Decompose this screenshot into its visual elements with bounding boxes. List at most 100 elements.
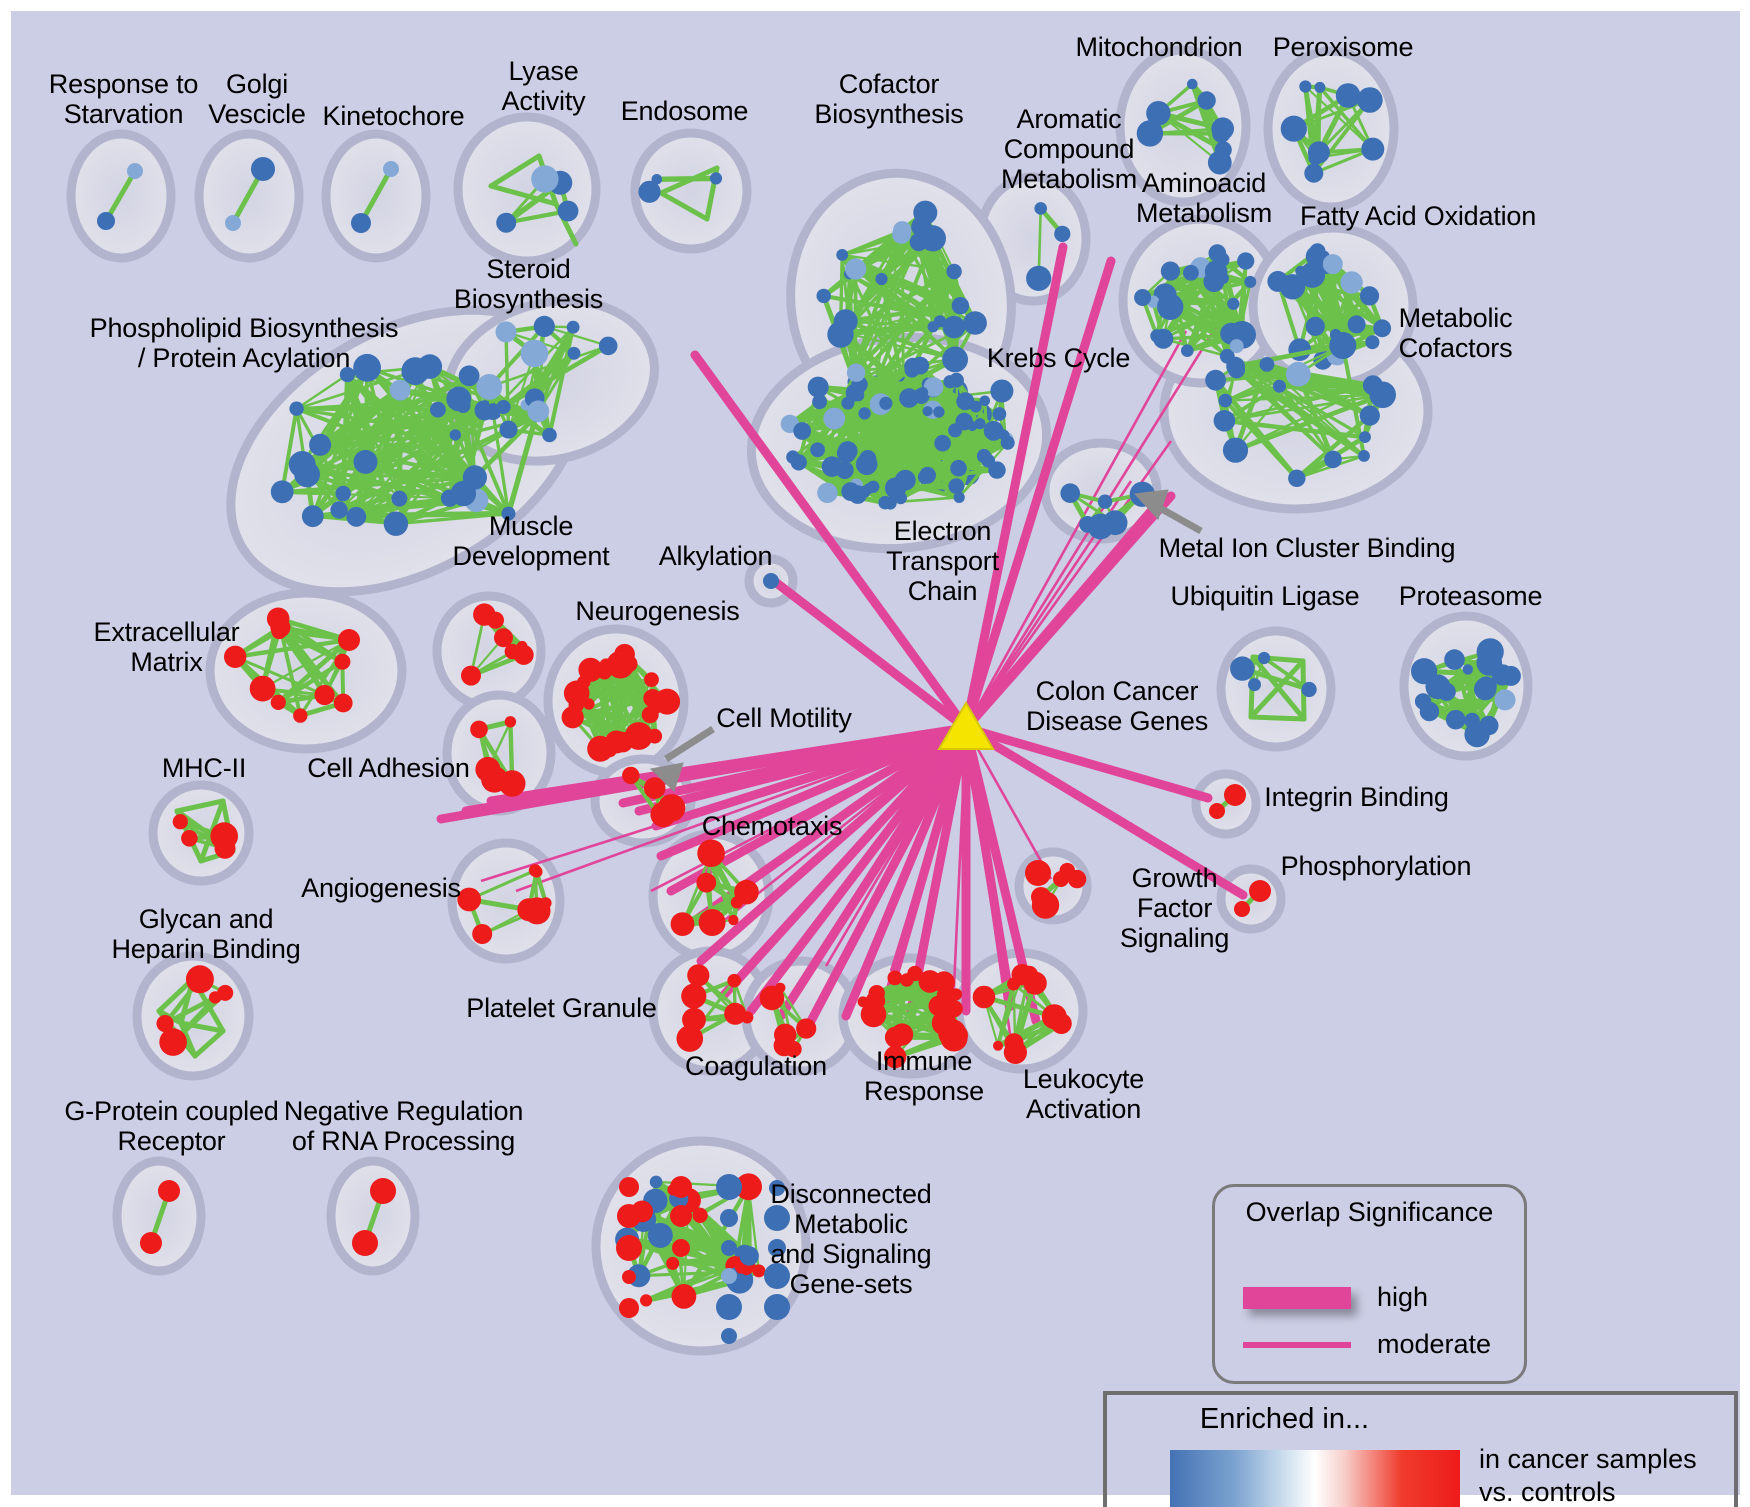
gene-set-node[interactable]	[210, 822, 238, 850]
gene-set-node[interactable]	[1034, 202, 1047, 215]
gene-set-node[interactable]	[440, 489, 459, 507]
disconnected-gene-node[interactable]	[617, 1204, 641, 1228]
gene-set-node[interactable]	[1208, 244, 1227, 262]
gene-set-node[interactable]	[867, 480, 880, 493]
gene-set-node[interactable]	[542, 427, 557, 443]
gene-set-node[interactable]	[486, 611, 504, 629]
gene-set-node[interactable]	[681, 983, 707, 1009]
gene-set-node[interactable]	[127, 163, 143, 179]
gene-set-node[interactable]	[370, 1178, 396, 1204]
gene-set-node[interactable]	[1295, 265, 1306, 277]
gene-set-node[interactable]	[785, 1040, 802, 1058]
gene-set-node[interactable]	[893, 221, 912, 240]
gene-set-node[interactable]	[878, 495, 892, 510]
gene-set-node[interactable]	[470, 720, 488, 739]
gene-set-node[interactable]	[527, 400, 550, 423]
gene-set-node[interactable]	[563, 680, 590, 707]
gene-set-node[interactable]	[810, 442, 825, 458]
gene-set-node[interactable]	[1357, 87, 1383, 113]
gene-set-node[interactable]	[270, 694, 286, 711]
gene-set-node[interactable]	[932, 993, 957, 1018]
gene-set-node[interactable]	[666, 1256, 680, 1270]
gene-set-node[interactable]	[1476, 650, 1503, 676]
gene-set-node[interactable]	[1160, 261, 1180, 281]
gene-set-node[interactable]	[520, 339, 549, 368]
gene-set-node[interactable]	[531, 165, 559, 193]
gene-set-node[interactable]	[462, 465, 487, 490]
gene-set-node[interactable]	[158, 1180, 180, 1202]
gene-set-node[interactable]	[567, 346, 581, 360]
gene-set-node[interactable]	[1314, 81, 1326, 93]
gene-set-node[interactable]	[927, 321, 939, 333]
gene-set-node[interactable]	[817, 482, 838, 503]
gene-set-node[interactable]	[159, 1028, 187, 1056]
gene-set-node[interactable]	[923, 377, 944, 397]
gene-set-node[interactable]	[314, 684, 335, 706]
gene-set-node[interactable]	[1204, 260, 1228, 283]
gene-set-node[interactable]	[1060, 483, 1080, 504]
gene-set-node[interactable]	[1414, 693, 1432, 710]
gene-set-node[interactable]	[739, 1246, 759, 1266]
gene-set-node[interactable]	[926, 230, 941, 245]
gene-set-node[interactable]	[383, 511, 409, 536]
gene-set-node[interactable]	[836, 249, 849, 261]
gene-set-node[interactable]	[1359, 431, 1371, 443]
gene-set-node[interactable]	[1025, 860, 1051, 886]
gene-set-node[interactable]	[1267, 270, 1289, 292]
gene-set-node[interactable]	[353, 353, 381, 382]
gene-set-node[interactable]	[955, 412, 973, 431]
gene-set-node[interactable]	[1359, 286, 1380, 306]
gene-set-node[interactable]	[1237, 252, 1255, 270]
gene-set-node[interactable]	[352, 1230, 378, 1256]
gene-set-node[interactable]	[1249, 880, 1271, 902]
gene-set-node[interactable]	[475, 756, 501, 782]
gene-set-node[interactable]	[687, 964, 710, 987]
gene-set-node[interactable]	[293, 708, 308, 723]
gene-set-node[interactable]	[351, 213, 371, 233]
gene-set-node[interactable]	[1227, 297, 1240, 310]
gene-set-node[interactable]	[1329, 332, 1357, 359]
gene-set-node[interactable]	[904, 357, 922, 376]
disconnected-gene-node[interactable]	[720, 1209, 738, 1227]
gene-set-node[interactable]	[530, 865, 543, 878]
gene-set-node[interactable]	[606, 650, 635, 679]
gene-set-node[interactable]	[301, 505, 324, 528]
gene-set-node[interactable]	[224, 645, 247, 668]
gene-set-node[interactable]	[816, 288, 831, 304]
gene-set-node[interactable]	[156, 1015, 174, 1033]
gene-set-node[interactable]	[1285, 361, 1311, 387]
gene-set-node[interactable]	[983, 420, 1004, 441]
gene-set-node[interactable]	[457, 887, 482, 912]
gene-set-node[interactable]	[1136, 120, 1164, 147]
gene-set-node[interactable]	[993, 1040, 1003, 1051]
gene-set-node[interactable]	[976, 448, 992, 464]
gene-set-node[interactable]	[335, 485, 351, 502]
gene-set-node[interactable]	[1462, 664, 1474, 675]
gene-set-node[interactable]	[225, 215, 241, 231]
gene-set-node[interactable]	[644, 672, 659, 687]
gene-set-node[interactable]	[807, 376, 829, 398]
gene-set-node[interactable]	[900, 973, 914, 987]
gene-set-node[interactable]	[884, 1026, 907, 1048]
gene-set-node[interactable]	[821, 456, 843, 477]
gene-set-node[interactable]	[858, 407, 871, 420]
gene-set-node[interactable]	[654, 688, 681, 715]
gene-set-node[interactable]	[1494, 689, 1516, 711]
gene-set-node[interactable]	[950, 988, 963, 1001]
gene-set-node[interactable]	[1224, 784, 1246, 806]
gene-set-node[interactable]	[649, 1175, 663, 1189]
gene-set-node[interactable]	[185, 965, 214, 994]
gene-set-node[interactable]	[1054, 225, 1071, 242]
gene-set-node[interactable]	[289, 401, 304, 416]
gene-set-node[interactable]	[1444, 649, 1465, 670]
gene-set-node[interactable]	[913, 200, 938, 225]
gene-set-node[interactable]	[972, 985, 996, 1009]
gene-set-node[interactable]	[1187, 78, 1198, 90]
gene-set-node[interactable]	[922, 406, 933, 417]
disconnected-gene-node[interactable]	[764, 1205, 790, 1231]
gene-set-node[interactable]	[1207, 150, 1232, 175]
gene-set-node[interactable]	[709, 172, 723, 185]
gene-set-node[interactable]	[887, 970, 903, 986]
gene-set-node[interactable]	[458, 365, 480, 387]
gene-set-node[interactable]	[682, 1007, 706, 1032]
